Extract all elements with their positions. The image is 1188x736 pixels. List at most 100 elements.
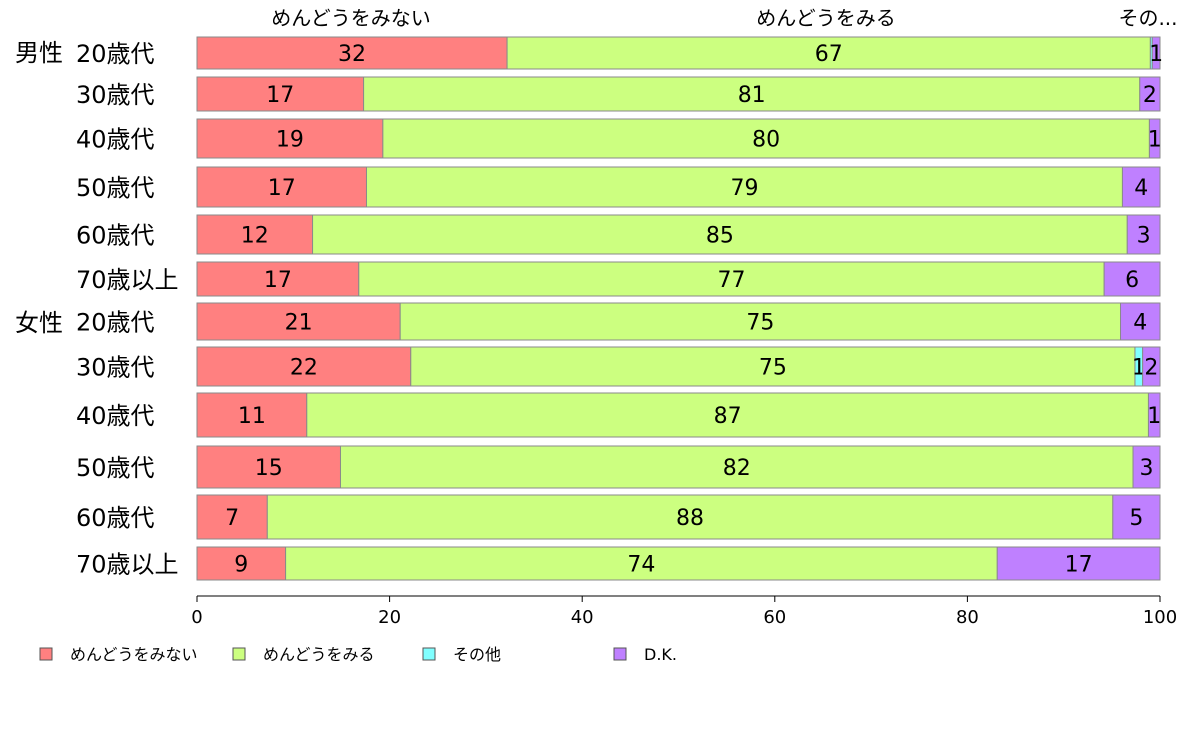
data-label: 82 bbox=[723, 456, 751, 481]
data-label: 4 bbox=[1133, 311, 1147, 336]
legend-swatch bbox=[422, 647, 436, 661]
bar-segment bbox=[196, 76, 365, 112]
bar-segment bbox=[196, 118, 384, 159]
bar-segment bbox=[306, 392, 1149, 438]
data-label: 81 bbox=[738, 83, 766, 108]
bar-segment bbox=[196, 494, 268, 540]
data-label: 87 bbox=[714, 404, 742, 429]
bar-row: 40歳代 11 87 1 bbox=[76, 392, 1161, 438]
row-label: 50歳代 bbox=[76, 174, 155, 202]
bar-segment bbox=[1139, 76, 1161, 112]
legend-swatch bbox=[232, 647, 246, 661]
row-label: 30歳代 bbox=[76, 81, 155, 109]
legend-item: D.K. bbox=[613, 645, 677, 664]
bar-segment bbox=[1103, 261, 1161, 297]
bar-rows: 20歳代 32 67 1 30歳代 17 81 2 40歳代 19 80 1 50歳代 17 7 9 4 60歳代… bbox=[76, 36, 1163, 581]
data-label: 88 bbox=[676, 506, 704, 531]
bar-segment bbox=[1132, 445, 1161, 489]
row-label: 20歳代 bbox=[76, 309, 155, 337]
data-label: 1 bbox=[1148, 128, 1162, 153]
bar-segment bbox=[196, 445, 341, 489]
data-label: 75 bbox=[759, 356, 787, 381]
bar-segment bbox=[196, 261, 360, 297]
data-label: 75 bbox=[746, 311, 774, 336]
bar-segment bbox=[1148, 118, 1161, 159]
legend-item: めんどうをみる bbox=[232, 645, 375, 664]
legend-swatch bbox=[613, 647, 627, 661]
bar-row: 40歳代 19 80 1 bbox=[76, 118, 1162, 159]
bar-row: 60歳代 12 85 3 bbox=[76, 214, 1161, 255]
data-label: 17 bbox=[266, 83, 294, 108]
legend-label: めんどうをみない bbox=[70, 645, 198, 664]
bar-row: 60歳代 7 88 5 bbox=[76, 494, 1161, 540]
row-label: 60歳代 bbox=[76, 504, 155, 532]
x-tick-label: 20 bbox=[378, 607, 401, 628]
bar-segment bbox=[312, 214, 1128, 255]
bar-segment bbox=[1120, 302, 1161, 341]
data-label: 12 bbox=[241, 224, 269, 249]
row-label: 70歳以上 bbox=[76, 266, 179, 294]
bar-segment bbox=[1126, 214, 1161, 255]
bar-row: 50歳代 15 82 3 bbox=[76, 445, 1161, 489]
group-label-male: 男性 bbox=[15, 39, 63, 67]
data-label: 85 bbox=[706, 224, 734, 249]
row-label: 40歳代 bbox=[76, 126, 155, 154]
bar-segment bbox=[1121, 166, 1161, 208]
bar-segment bbox=[196, 302, 401, 341]
row-label: 70歳以上 bbox=[76, 551, 179, 579]
data-label: 6 bbox=[1125, 268, 1139, 293]
bar-segment bbox=[1112, 494, 1161, 540]
data-label: 9 bbox=[234, 553, 248, 578]
header-label-not-care: めんどうをみない bbox=[271, 6, 430, 30]
bar-segment bbox=[1142, 346, 1161, 387]
data-label: 15 bbox=[255, 456, 283, 481]
legend: めんどうをみない めんどうをみる その他 D.K. bbox=[39, 645, 677, 664]
data-label: 3 bbox=[1140, 456, 1154, 481]
data-label: 4 bbox=[1134, 176, 1148, 201]
bar-segment bbox=[196, 346, 412, 387]
bar-segment bbox=[196, 166, 367, 208]
legend-label: D.K. bbox=[644, 645, 677, 664]
data-label: 74 bbox=[627, 553, 655, 578]
row-label: 40歳代 bbox=[76, 402, 155, 430]
row-label: 20歳代 bbox=[76, 40, 155, 68]
legend-label: めんどうをみる bbox=[263, 645, 375, 664]
bar-segment bbox=[1147, 392, 1161, 438]
bar-segment bbox=[285, 546, 998, 581]
row-label: 60歳代 bbox=[76, 222, 155, 250]
bar-row: 20歳代 21 75 4 bbox=[76, 302, 1161, 341]
x-axis: 0 20 40 60 80 100 bbox=[191, 595, 1177, 628]
x-tick-label: 60 bbox=[763, 607, 786, 628]
data-label: 17 bbox=[268, 176, 296, 201]
data-label: 1 bbox=[1149, 42, 1163, 67]
data-label: 80 bbox=[752, 128, 780, 153]
bar-row: 30歳代 17 81 2 bbox=[76, 76, 1161, 112]
bar-row: 50歳代 17 79 4 bbox=[76, 166, 1161, 208]
header-label-other: その... bbox=[1118, 6, 1177, 30]
bar-segment bbox=[382, 118, 1150, 159]
data-label: 17 bbox=[264, 268, 292, 293]
legend-item: めんどうをみない bbox=[39, 645, 198, 664]
bar-segment bbox=[1151, 36, 1161, 70]
data-label: 17 bbox=[1065, 553, 1093, 578]
data-label: 32 bbox=[338, 42, 366, 67]
data-label: 11 bbox=[238, 404, 266, 429]
data-label: 77 bbox=[717, 268, 745, 293]
data-label: 7 bbox=[225, 506, 239, 531]
bar-segment bbox=[996, 546, 1161, 581]
group-label-female: 女性 bbox=[15, 309, 63, 337]
x-tick-label: 40 bbox=[571, 607, 594, 628]
bar-segment bbox=[363, 76, 1141, 112]
data-label: 21 bbox=[285, 311, 313, 336]
bar-segment bbox=[365, 166, 1123, 208]
column-headers: めんどうをみない めんどうをみる その... bbox=[271, 6, 1177, 30]
legend-label: その他 bbox=[453, 645, 501, 664]
bar-row: 20歳代 32 67 1 bbox=[76, 36, 1163, 70]
bar-segment bbox=[399, 302, 1122, 341]
data-label: 2 bbox=[1144, 356, 1158, 381]
data-label: 19 bbox=[276, 128, 304, 153]
bar-row: 30歳代 22 75 12 bbox=[76, 346, 1161, 387]
legend-item: その他 bbox=[422, 645, 501, 664]
data-label: 67 bbox=[815, 42, 843, 67]
